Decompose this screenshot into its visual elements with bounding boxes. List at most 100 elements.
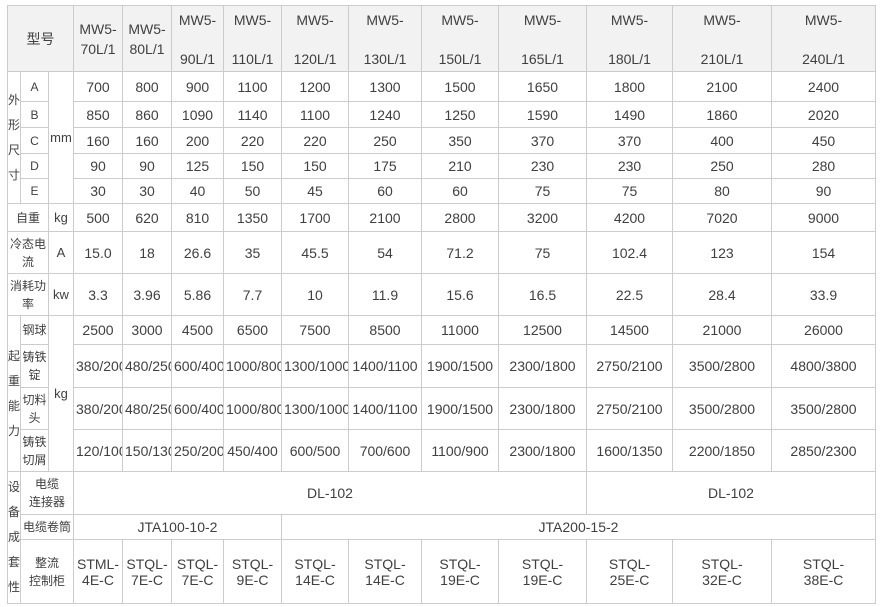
data-cell: 2300/1800 xyxy=(498,387,587,430)
merged-data-cell: DL-102 xyxy=(73,471,587,515)
table-row-cable-reel: 电缆卷筒 JTA100-10-2 JTA200-15-2 xyxy=(8,514,876,540)
data-cell: 850 xyxy=(73,101,123,128)
table-row-iron-ingot: 铸铁 锭 380/200 480/250 600/400 1000/800 1300/1… xyxy=(8,344,876,388)
data-cell: 2300/1800 xyxy=(498,429,587,472)
data-cell: 15.6 xyxy=(421,273,499,316)
data-cell: 400 xyxy=(672,127,772,154)
data-cell: 1100 xyxy=(223,71,282,102)
model-number: 210L/1 xyxy=(700,50,744,67)
table-row-dim-e: E 30 30 40 50 45 60 60 75 75 80 90 xyxy=(8,178,876,204)
data-cell: 102.4 xyxy=(586,231,673,274)
data-cell: 125 xyxy=(171,153,224,179)
row-label-a: A xyxy=(20,71,49,102)
data-cell: STQL-19E-C xyxy=(421,539,499,604)
data-cell: 1650 xyxy=(498,71,587,102)
data-cell: 230 xyxy=(498,153,587,179)
data-cell: 480/250 xyxy=(122,387,172,430)
data-cell: 120/100 xyxy=(73,429,123,472)
model-number: 90L/1 xyxy=(179,50,216,67)
header-row: 型号 MW5- 70L/1 MW5- 80L/1 MW5- 90L/1 MW5- 110L/1… xyxy=(7,5,876,72)
row-label-cable-reel: 电缆卷筒 xyxy=(20,514,74,540)
model-prefix: MW5- xyxy=(296,11,334,28)
model-prefix: MW5- xyxy=(366,11,404,28)
row-label-e: E xyxy=(20,178,49,204)
unit-kw: kw xyxy=(48,273,74,316)
data-cell: 150 xyxy=(281,153,349,179)
model-prefix: MW5- xyxy=(441,11,479,28)
data-cell: 600/500 xyxy=(281,429,349,472)
data-cell: 3.96 xyxy=(122,273,172,316)
data-cell: 370 xyxy=(586,127,673,154)
data-cell: 1200 xyxy=(281,71,349,102)
merged-data-cell: JTA200-15-2 xyxy=(281,514,876,540)
data-cell: 3500/2800 xyxy=(672,387,772,430)
data-cell: 2850/2300 xyxy=(771,429,876,472)
table-row-power-consumption: 消耗功 率 kw 3.3 3.96 5.86 7.7 10 11.9 15.6 16.5 22.… xyxy=(7,273,876,316)
data-cell: 210 xyxy=(421,153,499,179)
data-cell: 14500 xyxy=(586,315,673,345)
table-row-cut-stock: 切料 头 380/200 480/250 600/400 1000/800 1300/1… xyxy=(8,387,876,430)
data-cell: STQL-7E-C xyxy=(171,539,224,604)
row-label-power-consumption: 消耗功 率 xyxy=(7,273,49,316)
data-cell: 175 xyxy=(348,153,422,179)
row-label-iron-chips: 铸铁 切屑 xyxy=(20,429,49,472)
unit-kg-lifting: kg xyxy=(48,315,74,472)
data-cell: 4800/3800 xyxy=(771,344,876,388)
data-cell: 1400/1100 xyxy=(348,387,422,430)
data-cell: STQL-32E-C xyxy=(672,539,772,604)
model-header: MW5- 90L/1 xyxy=(171,5,224,72)
data-cell: 10 xyxy=(281,273,349,316)
data-cell: 250/200 xyxy=(171,429,224,472)
data-cell: 1090 xyxy=(171,101,224,128)
model-header: MW5- 80L/1 xyxy=(122,5,172,72)
data-cell: 90 xyxy=(73,153,123,179)
data-cell: 1300 xyxy=(348,71,422,102)
data-cell: 11000 xyxy=(421,315,499,345)
data-cell: 2020 xyxy=(771,101,876,128)
spec-table: 型号 MW5- 70L/1 MW5- 80L/1 MW5- 90L/1 MW5- 110L/1… xyxy=(7,5,876,604)
data-cell: 26.6 xyxy=(171,231,224,274)
data-cell: 1000/800 xyxy=(223,344,282,388)
data-cell: 1000/800 xyxy=(223,387,282,430)
group-label-lifting-capacity: 起重能力 xyxy=(7,315,21,472)
data-cell: 22.5 xyxy=(586,273,673,316)
data-cell: 450 xyxy=(771,127,876,154)
data-cell: 370 xyxy=(498,127,587,154)
data-cell: 1490 xyxy=(586,101,673,128)
table-row-iron-chips: 铸铁 切屑 120/100 150/130 250/200 450/400 600/50… xyxy=(8,429,876,472)
data-cell: 5.86 xyxy=(171,273,224,316)
data-cell: 16.5 xyxy=(498,273,587,316)
model-number: 150L/1 xyxy=(438,50,482,67)
data-cell: 12500 xyxy=(498,315,587,345)
data-cell: 2400 xyxy=(771,71,876,102)
table-row-cold-current: 冷态电 流 A 15.0 18 26.6 35 45.5 54 71.2 75 102.4 123… xyxy=(7,231,876,274)
data-cell: STQL-19E-C xyxy=(498,539,587,604)
data-cell: 810 xyxy=(171,203,224,232)
table-row-dim-a: 外形尺寸 A mm 700 800 900 1100 1200 1300 1500 1650 1… xyxy=(7,71,876,204)
data-cell: 2500 xyxy=(73,315,123,345)
data-cell: 15.0 xyxy=(73,231,123,274)
data-cell: 154 xyxy=(771,231,876,274)
data-cell: 1500 xyxy=(421,71,499,102)
group-label-dimensions: 外形尺寸 xyxy=(7,71,21,204)
table-row-rectifier-cabinet: 整流 控制柜 STML-4E-C STQL-7E-C STQL-7E-C STQL-9… xyxy=(8,539,876,604)
data-cell: 1800 xyxy=(586,71,673,102)
data-cell: 350 xyxy=(421,127,499,154)
data-cell: 28.4 xyxy=(672,273,772,316)
data-cell: 18 xyxy=(122,231,172,274)
model-prefix: MW5- xyxy=(79,21,117,37)
data-cell: 1350 xyxy=(223,203,282,232)
table-row-dim-d: D 90 90 125 150 150 175 210 230 230 250 280 xyxy=(8,153,876,179)
row-label-cable-connector: 电缆 连接器 xyxy=(20,471,74,515)
row-label-self-weight: 自重 xyxy=(7,203,49,232)
row-label-cut-stock: 切料 头 xyxy=(20,387,49,430)
data-cell: 1250 xyxy=(421,101,499,128)
data-cell: 800 xyxy=(122,71,172,102)
data-cell: 71.2 xyxy=(421,231,499,274)
data-cell: 1600/1350 xyxy=(586,429,673,472)
data-cell: 250 xyxy=(348,127,422,154)
group-label-equipment-set: 设备成套性 xyxy=(7,471,21,604)
data-cell: 220 xyxy=(223,127,282,154)
model-number: 240L/1 xyxy=(802,50,845,67)
